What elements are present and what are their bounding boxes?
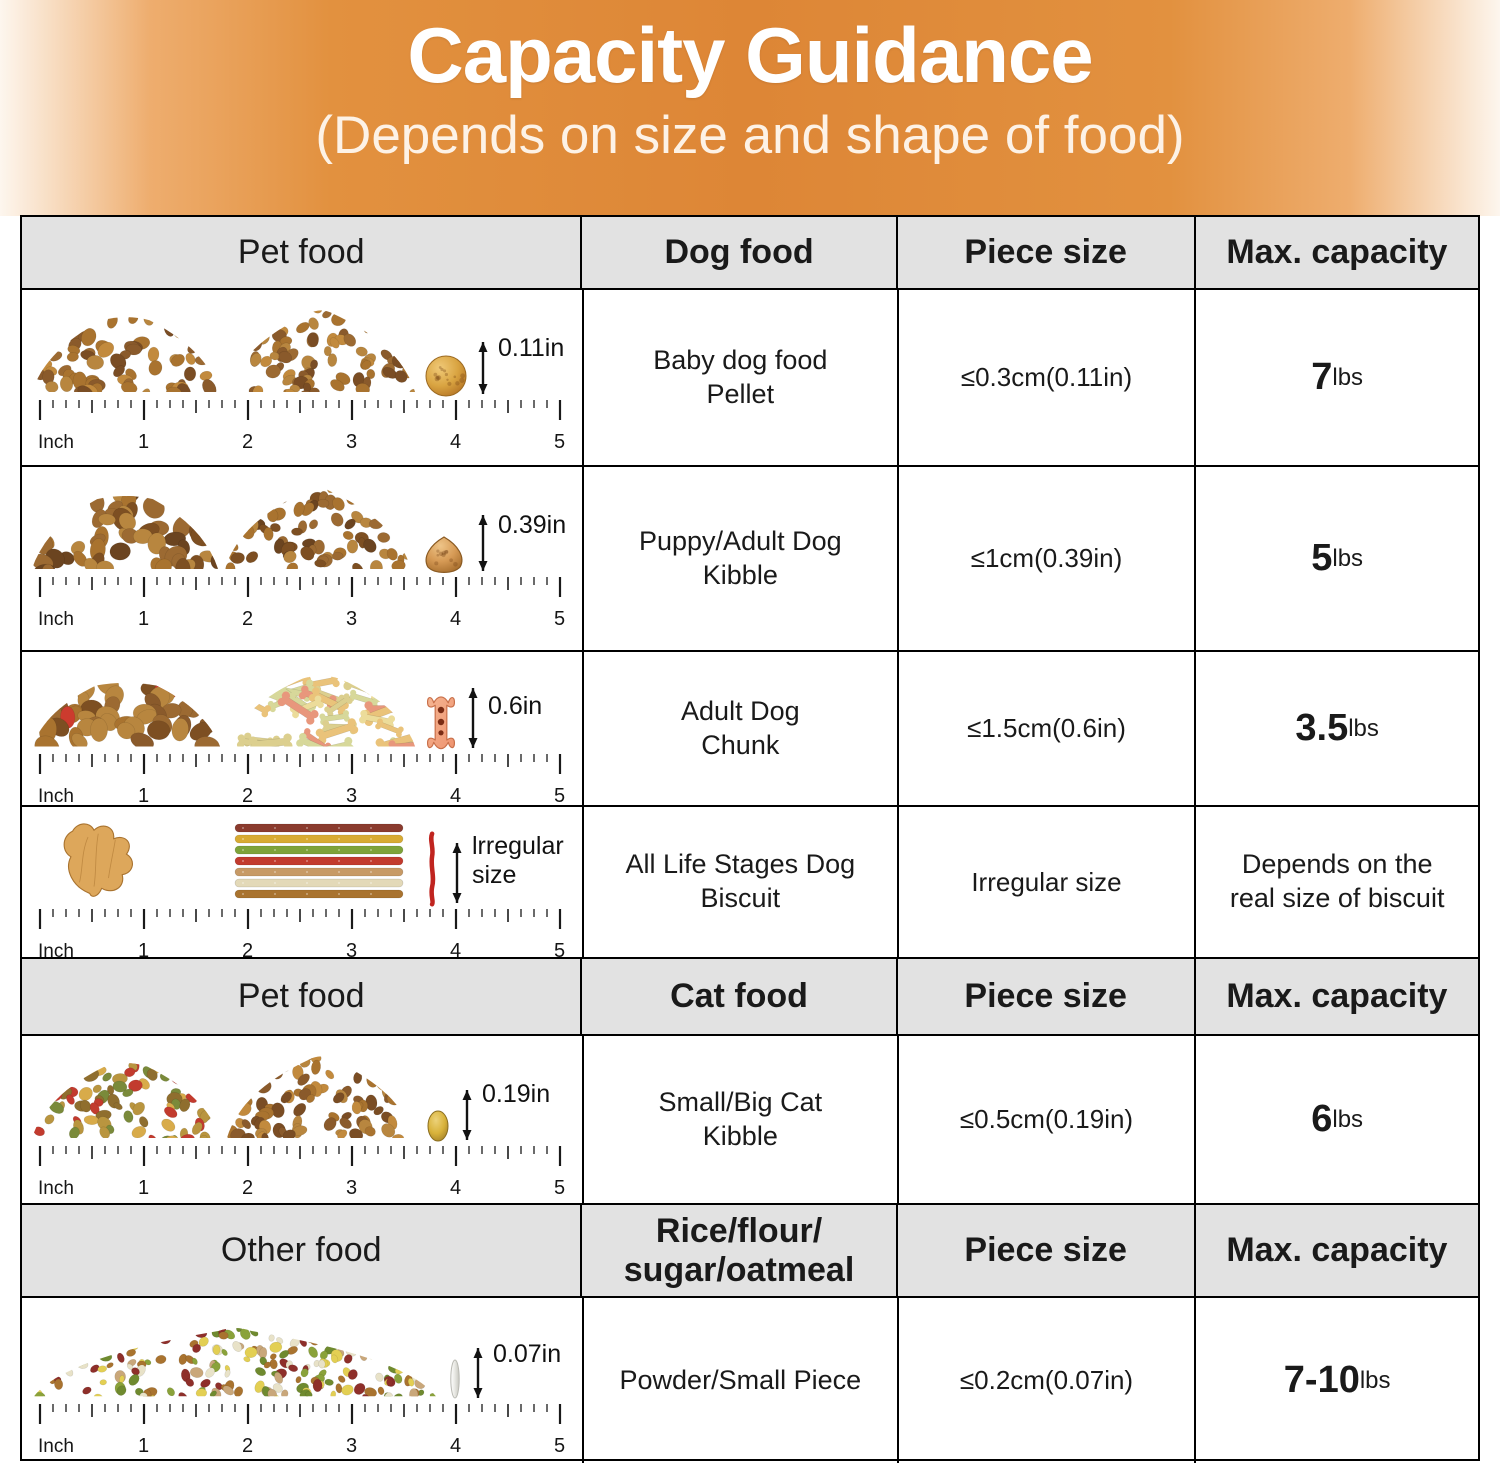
svg-text:4: 4 bbox=[450, 1435, 461, 1457]
svg-text:3: 3 bbox=[346, 1177, 357, 1199]
svg-text:5: 5 bbox=[554, 431, 565, 453]
svg-text:2: 2 bbox=[242, 431, 253, 453]
svg-text:4: 4 bbox=[450, 608, 461, 630]
svg-text:Inch: Inch bbox=[38, 786, 74, 807]
svg-text:4: 4 bbox=[450, 785, 461, 807]
svg-text:1: 1 bbox=[138, 431, 149, 453]
svg-text:Inch: Inch bbox=[38, 1436, 74, 1457]
svg-text:3: 3 bbox=[346, 785, 357, 807]
svg-text:3: 3 bbox=[346, 1435, 357, 1457]
svg-text:3: 3 bbox=[346, 431, 357, 453]
svg-text:5: 5 bbox=[554, 1435, 565, 1457]
svg-text:1: 1 bbox=[138, 785, 149, 807]
svg-text:Inch: Inch bbox=[38, 609, 74, 630]
svg-text:4: 4 bbox=[450, 1177, 461, 1199]
svg-text:1: 1 bbox=[138, 1435, 149, 1457]
svg-text:4: 4 bbox=[450, 431, 461, 453]
svg-text:5: 5 bbox=[554, 608, 565, 630]
svg-text:1: 1 bbox=[138, 1177, 149, 1199]
svg-text:Inch: Inch bbox=[38, 432, 74, 453]
svg-text:1: 1 bbox=[138, 608, 149, 630]
svg-text:2: 2 bbox=[242, 608, 253, 630]
svg-text:3: 3 bbox=[346, 608, 357, 630]
svg-text:5: 5 bbox=[554, 785, 565, 807]
svg-text:2: 2 bbox=[242, 785, 253, 807]
svg-text:2: 2 bbox=[242, 1177, 253, 1199]
svg-text:5: 5 bbox=[554, 1177, 565, 1199]
svg-text:2: 2 bbox=[242, 1435, 253, 1457]
svg-text:Inch: Inch bbox=[38, 1178, 74, 1199]
